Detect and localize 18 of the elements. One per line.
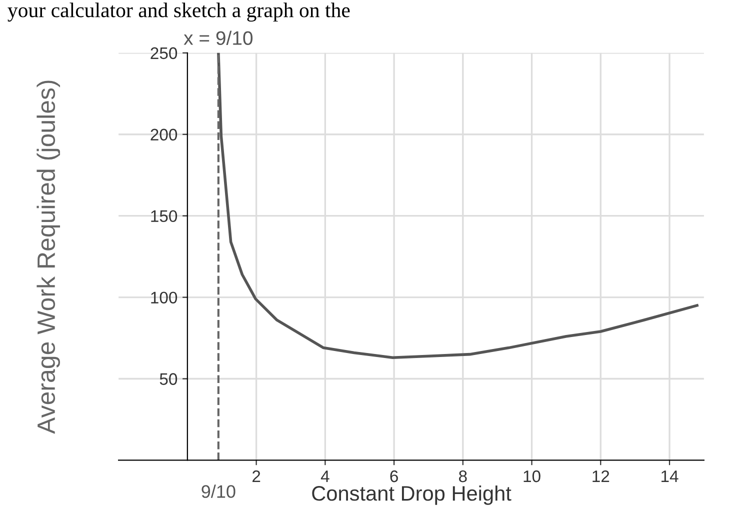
x-tick-label: 2	[252, 470, 260, 482]
y-tick-label: 50	[160, 373, 178, 385]
y-tick-label: 100	[151, 292, 178, 304]
text: 9/10	[202, 484, 236, 498]
x-tick-label: 10	[524, 470, 540, 482]
text: x = 9/10	[184, 30, 253, 45]
line-series	[217, 52, 698, 359]
x-tick-label: 14	[662, 470, 678, 482]
y-axis-title: Average Work Required (joules)	[36, 80, 60, 434]
x-tick-label: 6	[390, 470, 398, 482]
y-tick-label: 200	[150, 128, 178, 141]
text: your calculator and sketch a graph on the	[8, 2, 350, 22]
x-tick-label: 4	[320, 470, 330, 482]
y-tick-label: 250	[150, 47, 178, 60]
x-tick-label: 12	[592, 470, 610, 482]
x-tick-label: 8	[458, 470, 467, 482]
x-axis-title: Constant Drop Height	[312, 485, 512, 505]
y-tick-label: 150	[151, 210, 178, 222]
